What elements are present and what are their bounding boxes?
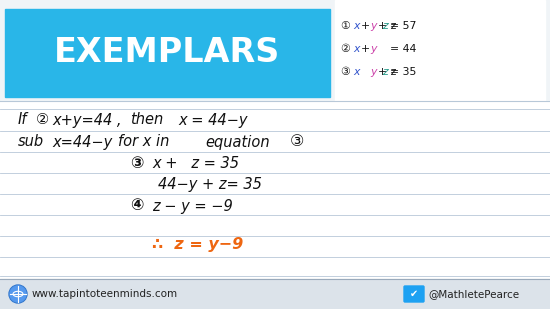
- Text: @MathletePearce: @MathletePearce: [428, 289, 519, 299]
- Text: x+y=44 ,: x+y=44 ,: [52, 112, 122, 128]
- Bar: [0, 279, 550, 309]
- Text: + z: + z: [378, 67, 397, 77]
- Text: x: x: [353, 44, 359, 54]
- Circle shape: [10, 286, 26, 302]
- Text: +: +: [361, 44, 370, 54]
- Text: ④: ④: [130, 198, 144, 214]
- Text: ③: ③: [340, 67, 350, 77]
- Text: = 35: = 35: [390, 67, 416, 77]
- Text: = 44: = 44: [390, 44, 416, 54]
- Text: If: If: [18, 112, 28, 128]
- Text: ✔: ✔: [410, 289, 418, 299]
- Text: equation: equation: [205, 134, 270, 150]
- Text: then: then: [130, 112, 163, 128]
- Text: = 57: = 57: [390, 21, 416, 31]
- Text: x: x: [353, 67, 359, 77]
- Text: www.tapintoteenminds.com: www.tapintoteenminds.com: [32, 289, 178, 299]
- Text: EXEMPLARS: EXEMPLARS: [54, 36, 280, 70]
- Text: x=44−y: x=44−y: [52, 134, 112, 150]
- Text: ①: ①: [340, 21, 350, 31]
- FancyBboxPatch shape: [404, 286, 424, 302]
- Text: z − y = −9: z − y = −9: [152, 198, 233, 214]
- Text: +: +: [361, 21, 370, 31]
- Text: ③: ③: [290, 134, 304, 150]
- Text: x = 44−y: x = 44−y: [178, 112, 248, 128]
- Text: for x in: for x in: [118, 134, 169, 150]
- Text: ③: ③: [130, 156, 144, 171]
- Bar: [0, 101, 550, 279]
- Text: y: y: [370, 67, 376, 77]
- Text: ∴  z = y−9: ∴ z = y−9: [152, 236, 243, 252]
- Text: y: y: [370, 44, 376, 54]
- Bar: [5, 9, 330, 97]
- Text: y: y: [370, 21, 376, 31]
- Text: ②: ②: [340, 44, 350, 54]
- Bar: [0, 0, 550, 101]
- Text: ②: ②: [36, 112, 49, 128]
- Text: sub: sub: [18, 134, 44, 150]
- Text: z: z: [382, 21, 388, 31]
- Text: x: x: [353, 21, 359, 31]
- Bar: [335, 0, 545, 101]
- Text: 44−y + z= 35: 44−y + z= 35: [158, 177, 262, 193]
- Text: x +   z = 35: x + z = 35: [152, 156, 239, 171]
- Circle shape: [9, 285, 27, 303]
- Text: z: z: [382, 67, 388, 77]
- Text: + z: + z: [378, 21, 397, 31]
